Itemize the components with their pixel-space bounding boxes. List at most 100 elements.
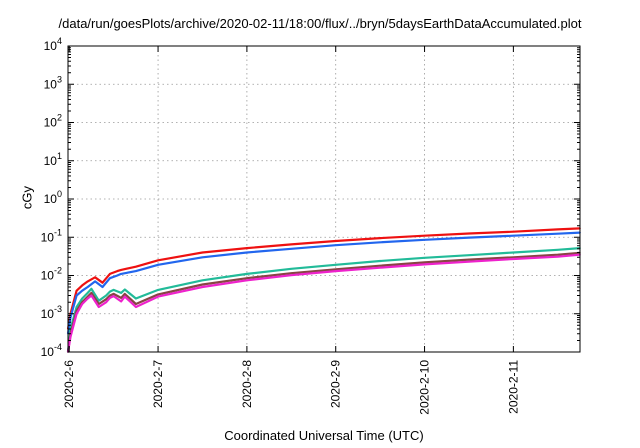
data-point	[379, 237, 381, 239]
y-tick-label-exponent: 1	[57, 151, 62, 161]
data-point	[120, 269, 122, 271]
data-point	[290, 272, 293, 275]
data-point	[246, 251, 248, 254]
y-tick-label: 10-2	[41, 266, 62, 283]
y-tick-label: 10-3	[41, 304, 62, 321]
data-point	[98, 299, 100, 302]
data-point	[112, 289, 115, 291]
data-point	[101, 281, 104, 284]
data-point	[468, 236, 470, 239]
data-point	[112, 293, 115, 295]
data-point	[557, 255, 559, 258]
data-point	[75, 289, 78, 292]
x-axis-label: Coordinated Universal Time (UTC)	[224, 428, 424, 443]
y-tick-label-exponent: 2	[57, 113, 62, 123]
series-line-5	[66, 253, 581, 353]
data-point	[120, 297, 122, 299]
x-tick-label: 2020-2-8	[240, 360, 254, 408]
data-point	[423, 263, 426, 266]
data-point	[135, 306, 137, 308]
data-point	[512, 230, 515, 233]
series-line-1	[66, 227, 581, 330]
data-point	[135, 270, 137, 272]
data-point	[124, 288, 126, 291]
data-point	[116, 270, 119, 272]
data-point	[290, 268, 293, 270]
y-tick-label: 103	[44, 74, 62, 91]
data-point	[201, 279, 204, 282]
data-point	[105, 301, 107, 304]
data-point	[334, 240, 337, 242]
data-point	[98, 306, 100, 308]
data-point	[334, 264, 337, 266]
data-point	[512, 251, 515, 254]
data-point	[90, 294, 93, 297]
chart-title: /data/run/goesPlots/archive/2020-02-11/1…	[58, 16, 582, 31]
y-tick-label-exponent: -2	[54, 266, 62, 276]
data-point	[81, 297, 83, 300]
data-point	[120, 300, 122, 303]
y-tick-label-base: 10	[44, 116, 58, 130]
data-point	[135, 303, 137, 305]
data-point	[157, 295, 159, 298]
x-tick-label: 2020-2-7	[151, 360, 165, 408]
data-point	[201, 256, 204, 259]
data-point	[512, 256, 515, 259]
data-point	[468, 260, 470, 263]
data-point	[290, 248, 293, 250]
x-tick-label: 2020-2-10	[418, 360, 432, 415]
data-point	[86, 286, 89, 288]
data-point	[246, 273, 248, 275]
y-tick-label-exponent: -3	[54, 304, 62, 314]
data-point	[468, 254, 470, 256]
data-point	[116, 274, 119, 277]
data-point	[290, 274, 293, 277]
y-tick-label-exponent: 4	[57, 36, 62, 46]
series-line-4	[66, 251, 581, 353]
data-point	[86, 280, 89, 283]
data-point	[112, 295, 115, 297]
data-point	[75, 294, 78, 297]
y-axis-label: cGy	[19, 185, 35, 210]
y-tick-label-base: 10	[44, 39, 58, 53]
y-tick-label-base: 10	[44, 77, 58, 91]
data-point	[379, 241, 381, 244]
series-line-2	[66, 231, 581, 334]
data-point	[557, 228, 559, 231]
data-point	[423, 239, 426, 241]
data-point	[105, 294, 107, 297]
y-tick-label: 10-1	[41, 227, 62, 244]
data-point	[379, 264, 381, 267]
data-point	[109, 277, 111, 280]
data-point	[423, 257, 426, 259]
data-point	[468, 258, 470, 261]
y-tick-label-base: 10	[41, 269, 55, 283]
y-tick-label-exponent: 3	[57, 74, 62, 84]
y-tick-label-exponent: -1	[54, 227, 62, 237]
grid	[68, 46, 580, 352]
y-tick-label-base: 10	[44, 192, 58, 206]
data-point	[94, 280, 96, 283]
data-point	[120, 292, 122, 294]
data-point	[157, 289, 159, 291]
data-point	[557, 232, 559, 235]
y-tick-label-exponent: -4	[54, 342, 62, 352]
data-point	[334, 244, 337, 246]
data-point	[90, 288, 93, 290]
data-point	[512, 234, 515, 237]
data-point	[105, 298, 107, 301]
x-tick-label: 2020-2-9	[329, 360, 343, 408]
y-tick-label-base: 10	[41, 230, 55, 244]
series-layer	[66, 227, 581, 353]
y-tick-label-exponent: 0	[57, 189, 62, 199]
data-point	[120, 273, 122, 275]
data-point	[124, 293, 126, 295]
data-point	[468, 232, 470, 235]
data-point	[157, 264, 159, 266]
data-point	[157, 293, 159, 296]
data-point	[86, 297, 89, 300]
y-tick-label: 100	[44, 189, 62, 206]
data-point	[246, 247, 248, 249]
data-point	[201, 251, 204, 254]
data-point	[90, 292, 93, 294]
